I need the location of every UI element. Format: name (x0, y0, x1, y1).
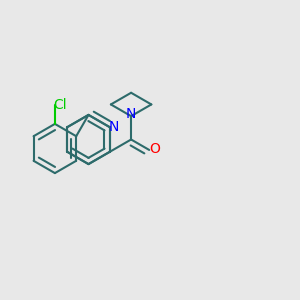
Text: N: N (126, 107, 136, 121)
Text: O: O (149, 142, 160, 156)
Text: Cl: Cl (53, 98, 67, 112)
Text: N: N (108, 120, 118, 134)
